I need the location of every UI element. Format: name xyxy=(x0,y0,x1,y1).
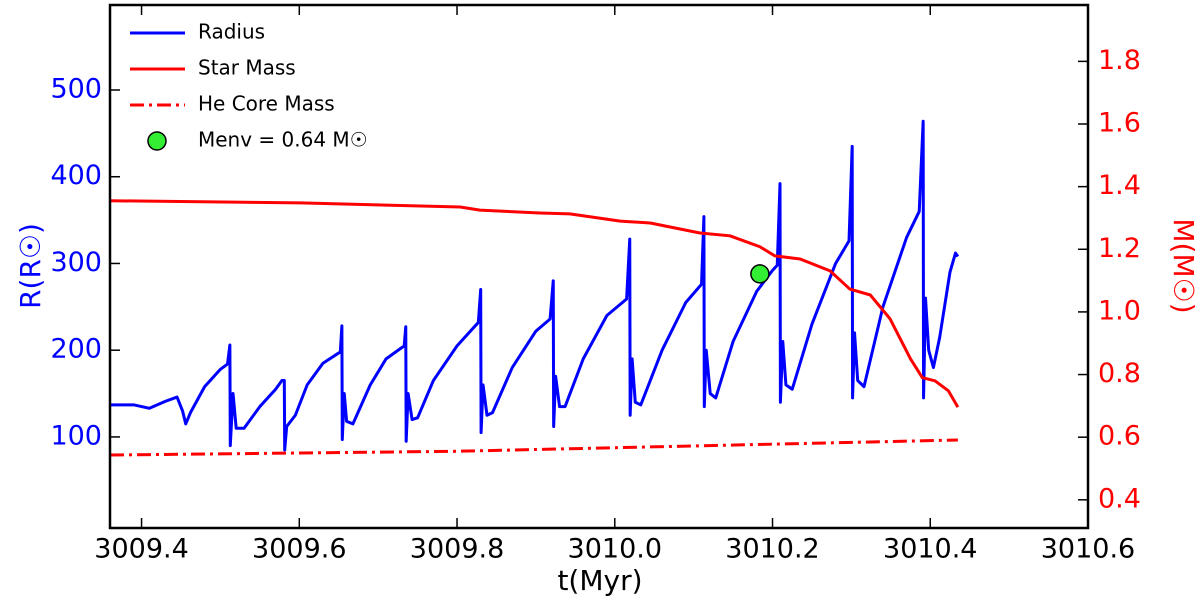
x-tick-label: 3009.8 xyxy=(410,534,504,565)
y2-tick-label: 0.4 xyxy=(1098,483,1141,514)
x-tick-label: 3009.6 xyxy=(252,534,346,565)
series-line xyxy=(109,199,960,408)
y2-tick-label: 1.2 xyxy=(1098,233,1141,264)
y-tick-label: 300 xyxy=(50,247,102,278)
y-axis-label: R(R☉) xyxy=(14,223,47,309)
y-tick-label: 100 xyxy=(50,420,102,451)
marker xyxy=(750,264,770,284)
y2-tick-label: 1.0 xyxy=(1098,295,1141,326)
x-tick-label: 3010.0 xyxy=(568,534,662,565)
legend-label: Radius xyxy=(198,20,265,44)
y2-tick-label: 1.6 xyxy=(1098,108,1141,139)
plot-frame xyxy=(108,3,1090,530)
series-line xyxy=(109,438,958,457)
x-axis-label: t(Myr) xyxy=(557,564,642,597)
legend-label: Menv = 0.64 M☉ xyxy=(198,128,368,152)
y2-axis-label: M(M☉) xyxy=(1167,218,1200,313)
legend-label: He Core Mass xyxy=(198,92,335,116)
y-tick-label: 500 xyxy=(50,73,102,104)
legend-label: Star Mass xyxy=(198,56,296,80)
x-tick-label: 3009.4 xyxy=(94,534,188,565)
y-tick-label: 400 xyxy=(50,160,102,191)
y2-tick-label: 1.8 xyxy=(1098,45,1141,76)
x-tick-label: 3010.4 xyxy=(883,534,977,565)
series-line xyxy=(110,119,960,452)
y2-tick-label: 0.6 xyxy=(1098,421,1141,452)
y2-tick-label: 1.4 xyxy=(1098,170,1141,201)
y2-tick-label: 0.8 xyxy=(1098,358,1141,389)
y-tick-label: 200 xyxy=(50,334,102,365)
x-tick-label: 3010.2 xyxy=(725,534,819,565)
x-tick-label: 3010.6 xyxy=(1041,534,1135,565)
legend-marker xyxy=(147,131,167,151)
